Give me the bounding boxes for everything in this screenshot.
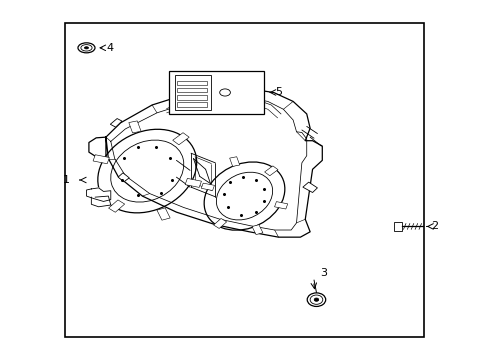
Polygon shape	[93, 155, 109, 164]
Text: 2: 2	[430, 221, 437, 231]
Polygon shape	[110, 118, 122, 127]
Polygon shape	[86, 188, 111, 202]
Polygon shape	[274, 202, 287, 209]
Polygon shape	[302, 182, 317, 193]
Ellipse shape	[219, 89, 230, 96]
Polygon shape	[201, 183, 214, 190]
Bar	[177, 103, 206, 107]
Polygon shape	[172, 133, 189, 145]
Text: 4: 4	[107, 43, 114, 53]
Polygon shape	[229, 157, 239, 166]
Polygon shape	[157, 208, 170, 220]
Ellipse shape	[309, 295, 322, 304]
Polygon shape	[91, 196, 111, 207]
Polygon shape	[108, 200, 124, 212]
Ellipse shape	[84, 47, 88, 49]
Text: 3: 3	[320, 268, 326, 278]
Bar	[177, 88, 206, 93]
Bar	[393, 222, 401, 231]
Polygon shape	[118, 173, 129, 182]
Polygon shape	[213, 219, 226, 229]
Bar	[175, 75, 211, 110]
Bar	[64, 23, 424, 337]
Ellipse shape	[78, 43, 95, 53]
Text: 1: 1	[62, 175, 69, 185]
Ellipse shape	[314, 298, 318, 301]
Polygon shape	[128, 121, 141, 133]
Text: 5: 5	[275, 87, 282, 98]
Bar	[177, 81, 206, 85]
Polygon shape	[185, 179, 201, 188]
Bar	[177, 95, 206, 100]
Ellipse shape	[306, 293, 325, 306]
Polygon shape	[251, 225, 263, 235]
Polygon shape	[89, 89, 322, 237]
Polygon shape	[264, 166, 278, 176]
Bar	[169, 71, 264, 114]
Ellipse shape	[81, 45, 92, 51]
